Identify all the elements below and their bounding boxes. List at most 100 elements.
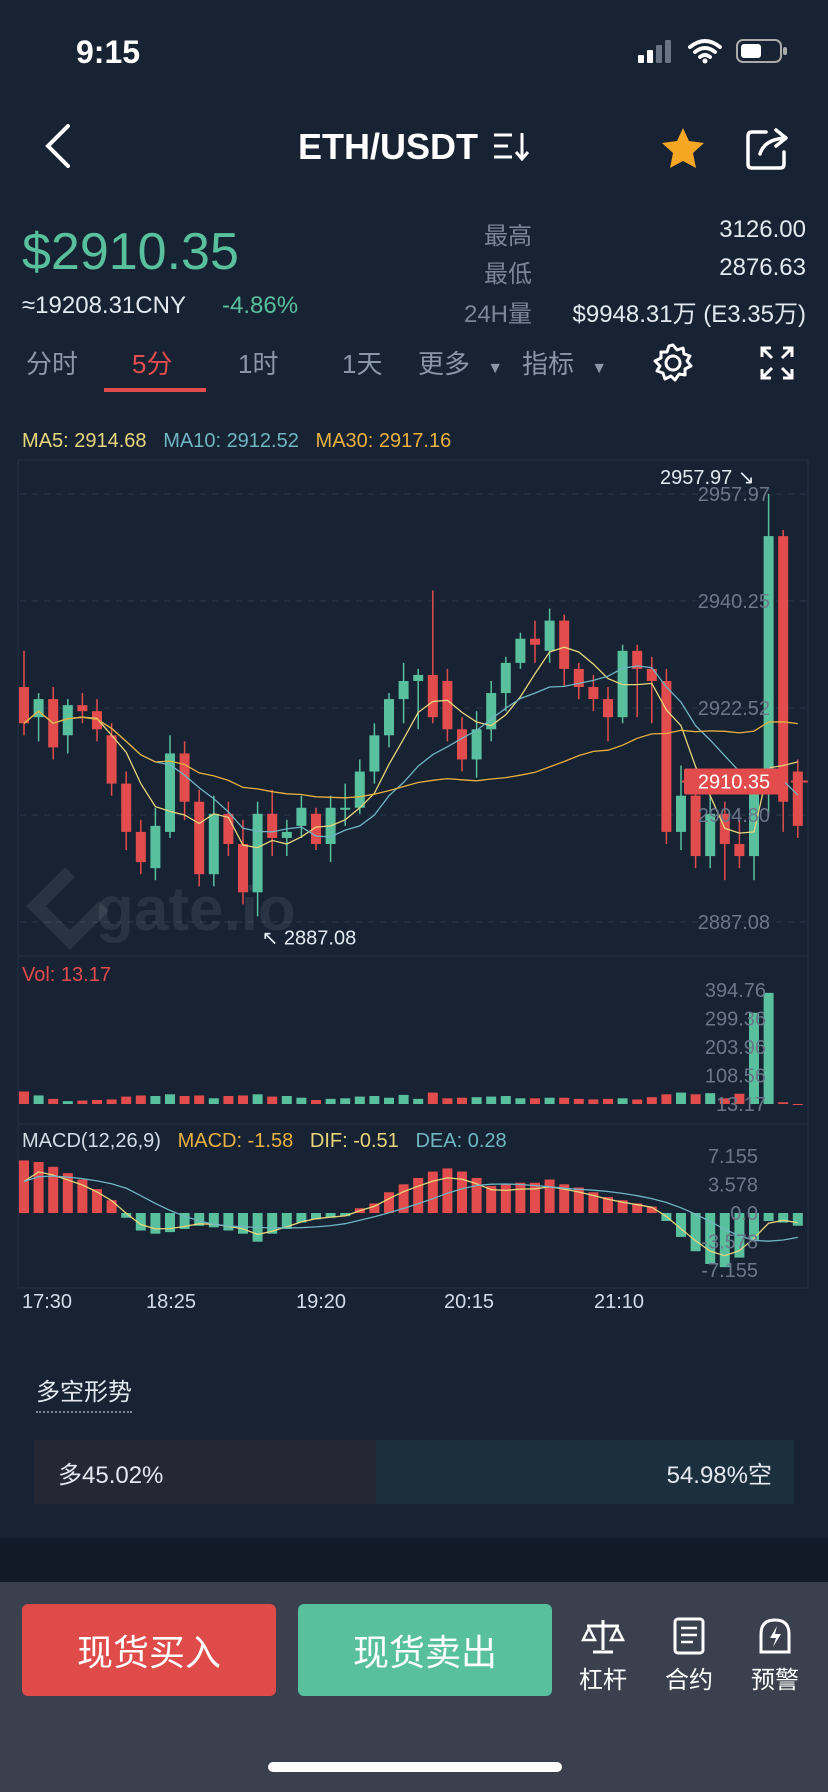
time-tick: 18:25 xyxy=(146,1291,197,1313)
macd-histogram-bar xyxy=(106,1200,117,1213)
favorite-star-icon[interactable] xyxy=(660,126,706,170)
volume-bar xyxy=(267,1096,278,1104)
low-price-marker: ↖ 2887.08 xyxy=(262,927,357,949)
time-tick: 21:10 xyxy=(594,1291,645,1313)
candle-body xyxy=(544,620,555,651)
back-icon[interactable] xyxy=(44,124,74,168)
candle-body xyxy=(588,687,599,700)
caret-down-icon: ▼ xyxy=(591,360,608,377)
tab-more-label: 更多 xyxy=(418,349,471,379)
macd-histogram-bar xyxy=(208,1213,219,1228)
share-icon[interactable] xyxy=(746,126,790,170)
tab-1hour[interactable]: 1时 xyxy=(238,349,279,379)
macd-histogram-bar xyxy=(603,1197,613,1213)
macd-histogram-bar xyxy=(238,1213,248,1234)
candlestick-chart[interactable]: gate.io 2957.972940.252922.522904.802887… xyxy=(0,450,828,1290)
candle-body xyxy=(471,729,482,760)
candle-body xyxy=(690,795,701,857)
macd-histogram-bar xyxy=(223,1213,234,1231)
ma-legend: MA5: 2914.68 MA10: 2912.52 MA30: 2917.16 xyxy=(22,430,451,453)
tab-5min[interactable]: 5分 xyxy=(132,349,173,379)
candle-body xyxy=(486,693,497,730)
macd-histogram-bar xyxy=(749,1213,759,1241)
volume-bar xyxy=(544,1097,555,1104)
spot-buy-button[interactable]: 现货买入 xyxy=(22,1604,276,1696)
volume-bar xyxy=(384,1097,394,1104)
macd-histogram-bar xyxy=(325,1213,336,1218)
candle-body xyxy=(194,801,205,875)
time-tick: 19:20 xyxy=(296,1291,347,1313)
macd-histogram-bar xyxy=(150,1213,161,1234)
volume-bar xyxy=(442,1098,453,1104)
macd-params: MACD(12,26,9) xyxy=(22,1130,161,1152)
volume-axis-label: 13.17 xyxy=(716,1094,766,1116)
candle-body xyxy=(778,536,789,802)
alert-icon xyxy=(759,1618,791,1654)
volume-legend: Vol: 13.17 xyxy=(22,964,111,986)
document-icon xyxy=(673,1617,705,1655)
contract-label: 合约 xyxy=(665,1667,713,1694)
cellular-signal-icon xyxy=(638,40,671,63)
volume-bar xyxy=(48,1098,59,1104)
macd-histogram-bar xyxy=(62,1173,73,1213)
volume-bar xyxy=(500,1096,511,1104)
leverage-label: 杠杆 xyxy=(579,1667,627,1694)
volume-bar xyxy=(588,1099,599,1104)
volume-bar xyxy=(749,1012,759,1104)
tab-time-sharing[interactable]: 分时 xyxy=(26,349,79,379)
macd-histogram-bar xyxy=(427,1171,438,1213)
candle-body xyxy=(33,699,44,718)
macd-histogram-bar xyxy=(573,1187,584,1213)
tab-1day[interactable]: 1天 xyxy=(342,349,383,379)
volume-bar xyxy=(121,1096,132,1104)
spot-sell-button[interactable]: 现货卖出 xyxy=(298,1604,552,1696)
volume-bar xyxy=(223,1096,234,1104)
candle-body xyxy=(340,807,351,810)
leverage-button[interactable]: 杠杆 xyxy=(568,1616,638,1695)
long-ratio: 多45.02% xyxy=(34,1440,377,1504)
candle-body xyxy=(238,843,248,893)
volume-bar xyxy=(369,1096,380,1104)
macd-legend: MACD(12,26,9) MACD: -1.58 DIF: -0.51 DEA… xyxy=(22,1130,507,1153)
fullscreen-icon[interactable] xyxy=(760,346,794,380)
candle-body xyxy=(646,668,657,681)
volume-bar xyxy=(62,1101,73,1104)
candle-body xyxy=(281,831,292,838)
candle-body xyxy=(559,620,570,669)
macd-histogram-bar xyxy=(530,1182,540,1213)
volume-bar xyxy=(413,1098,424,1104)
swap-pair-icon[interactable] xyxy=(494,131,530,162)
candle-body xyxy=(457,729,467,760)
volume-bar xyxy=(281,1096,292,1104)
candle-body xyxy=(603,699,613,718)
volume-bar xyxy=(135,1095,146,1104)
gear-icon[interactable] xyxy=(652,342,694,384)
volume-bar xyxy=(515,1098,526,1104)
alert-label: 预警 xyxy=(751,1667,799,1694)
macd-axis-label: 0.0 xyxy=(730,1203,758,1225)
volume-bar xyxy=(92,1100,102,1104)
macd-histogram-bar xyxy=(442,1168,453,1213)
tab-indicators[interactable]: 指标 ▼ xyxy=(522,344,607,381)
tab-more[interactable]: 更多 ▼ xyxy=(418,344,503,381)
candle-body xyxy=(749,789,759,857)
candle-body xyxy=(500,662,511,694)
dea-line xyxy=(23,1175,798,1242)
contract-button[interactable]: 合约 xyxy=(654,1616,724,1695)
volume-bar xyxy=(646,1097,657,1104)
candle-body xyxy=(442,680,453,730)
active-tab-underline xyxy=(104,388,206,392)
alert-button[interactable]: 预警 xyxy=(740,1616,810,1695)
volume-bar xyxy=(603,1098,613,1104)
candle-body xyxy=(150,825,161,869)
long-short-title[interactable]: 多空形势 xyxy=(36,1372,132,1413)
ma5-line xyxy=(23,646,798,849)
volume-bar xyxy=(238,1095,248,1104)
macd-axis-label: 7.155 xyxy=(708,1146,758,1168)
candle-body xyxy=(77,705,88,712)
candle-body xyxy=(427,674,438,718)
macd-histogram-bar xyxy=(559,1184,570,1213)
pair-title[interactable]: ETH/USDT xyxy=(0,126,828,168)
volume-bar xyxy=(573,1098,584,1104)
macd-axis-label: 3.578 xyxy=(708,1174,758,1196)
